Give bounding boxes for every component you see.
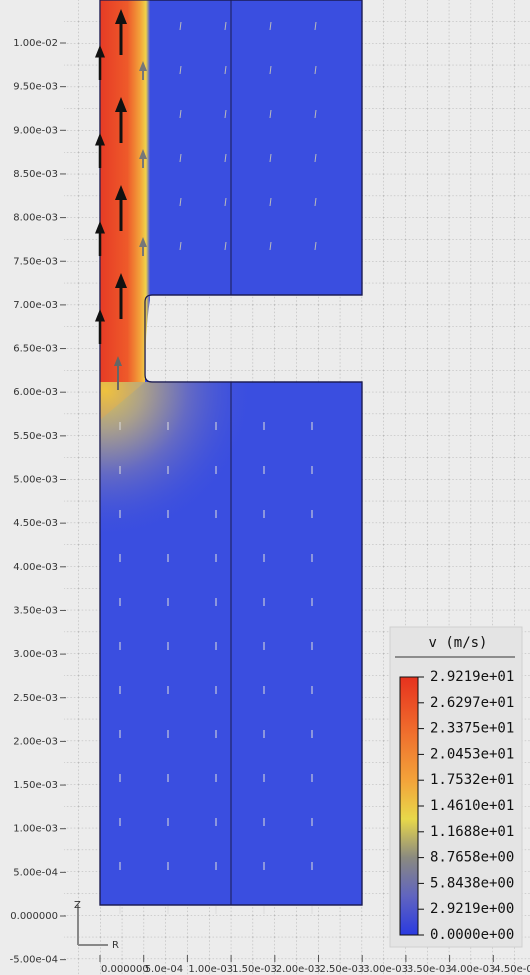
- small-arrow: [224, 109, 227, 119]
- y-tick-label: 1.00e-03: [13, 824, 58, 835]
- small-arrow: [269, 241, 272, 251]
- x-tick-label: 3.50e-03: [407, 964, 452, 975]
- small-arrow: [179, 153, 182, 163]
- legend: v (m/s) 2.9219e+01 2.6297e+01 2.3375e+01 2.…: [389, 626, 523, 948]
- small-arrow: [269, 109, 272, 119]
- triad-z: Z: [74, 900, 81, 911]
- small-arrow: [224, 21, 227, 31]
- x-tick-label: 2.00e-03: [276, 964, 321, 975]
- legend-label: 1.7532e+01: [430, 772, 514, 788]
- x-tick-label: 1.50e-03: [232, 964, 277, 975]
- arrow-head: [115, 273, 127, 288]
- arrow-head: [115, 185, 127, 200]
- y-tick-label: 1.00e-02: [13, 38, 58, 49]
- legend-label: 2.3375e+01: [430, 721, 514, 737]
- axis-triad: Z R: [74, 900, 119, 951]
- small-arrow: [179, 21, 182, 31]
- y-tick-label: 3.00e-03: [13, 649, 58, 660]
- y-tick-label: 3.50e-03: [13, 605, 58, 616]
- y-axis: 1.00e-02 9.50e-03 9.00e-03 8.50e-03 8.00e-03…: [10, 38, 66, 966]
- x-tick-label: 1.00e-03: [188, 964, 233, 975]
- small-arrow: [269, 153, 272, 163]
- small-arrow: [314, 197, 317, 207]
- arrow-head: [95, 221, 105, 234]
- x-tick-label: 5.0e-04: [145, 964, 183, 975]
- legend-label: 5.8438e+00: [430, 875, 514, 891]
- vector-field: [95, 9, 317, 914]
- arrow-head: [95, 45, 105, 58]
- legend-label: 1.4610e+01: [430, 798, 514, 814]
- y-tick-label: 4.50e-03: [13, 518, 58, 529]
- small-arrow: [314, 65, 317, 75]
- y-tick-label: 7.00e-03: [13, 300, 58, 311]
- small-arrow: [179, 109, 182, 119]
- y-tick-label: 5.00e-04: [13, 867, 58, 878]
- x-tick-label: 4.50e-03: [494, 964, 530, 975]
- small-arrow: [269, 197, 272, 207]
- y-tick-label: 8.00e-03: [13, 213, 58, 224]
- x-tick-label: 0.000000: [101, 964, 149, 975]
- arrow-head: [114, 356, 122, 366]
- y-tick-label: 2.00e-03: [13, 736, 58, 747]
- y-tick-label: 7.50e-03: [13, 256, 58, 267]
- y-tick-label: 9.00e-03: [13, 125, 58, 136]
- legend-label: 1.1688e+01: [430, 824, 514, 840]
- legend-label: 8.7658e+00: [430, 850, 514, 866]
- arrow-head: [115, 9, 127, 24]
- small-arrow: [314, 21, 317, 31]
- y-tick-label: 9.50e-03: [13, 82, 58, 93]
- small-arrow: [224, 65, 227, 75]
- legend-label: 2.0453e+01: [430, 746, 514, 762]
- small-arrow: [314, 153, 317, 163]
- small-arrow: [269, 21, 272, 31]
- small-arrow: [224, 153, 227, 163]
- legend-label: 2.9219e+00: [430, 901, 514, 917]
- small-arrow: [269, 65, 272, 75]
- y-tick-label: 8.50e-03: [13, 169, 58, 180]
- arrow-head: [139, 237, 147, 247]
- y-tick-label: 2.50e-03: [13, 693, 58, 704]
- y-tick-label: 4.00e-03: [13, 562, 58, 573]
- y-tick-label: 6.50e-03: [13, 344, 58, 355]
- small-arrow: [224, 241, 227, 251]
- arrow-head: [95, 309, 105, 322]
- colorbar: [399, 676, 419, 936]
- small-arrow: [179, 197, 182, 207]
- small-arrow: [179, 65, 182, 75]
- y-tick-label: 1.50e-03: [13, 780, 58, 791]
- legend-label: 2.6297e+01: [430, 695, 514, 711]
- arrow-head: [139, 61, 147, 71]
- x-tick-label: 4.00e-03: [451, 964, 496, 975]
- x-tick-label: 3.00e-03: [363, 964, 408, 975]
- arrow-head: [139, 149, 147, 159]
- y-tick-label: 5.50e-03: [13, 431, 58, 442]
- small-arrow: [224, 197, 227, 207]
- flow-domain: [99, 0, 363, 906]
- small-arrow: [314, 109, 317, 119]
- legend-title: v (m/s): [428, 635, 487, 651]
- y-tick-label: 5.00e-03: [13, 475, 58, 486]
- arrow-head: [95, 133, 105, 146]
- small-arrow: [179, 241, 182, 251]
- y-tick-label: 0.000000: [10, 911, 58, 922]
- x-tick-label: 2.50e-03: [320, 964, 365, 975]
- legend-label: 0.0000e+00: [430, 927, 514, 943]
- y-tick-label: 6.00e-03: [13, 387, 58, 398]
- y-tick-label: -5.00e-04: [10, 955, 58, 966]
- triad-r: R: [112, 940, 119, 951]
- legend-label: 2.9219e+01: [430, 669, 514, 685]
- small-arrow: [314, 241, 317, 251]
- arrow-head: [115, 97, 127, 112]
